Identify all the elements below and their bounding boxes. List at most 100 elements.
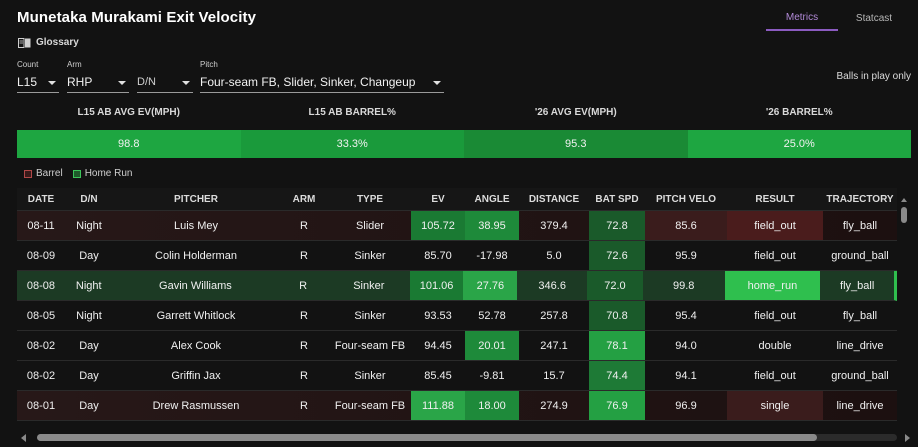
horizontal-scroll-thumb[interactable] <box>37 434 817 441</box>
chevron-down-icon <box>48 80 56 85</box>
cell-angle: 52.78 <box>478 309 506 322</box>
pitch-filter[interactable]: Pitch Four-seam FB, Slider, Sinker, Chan… <box>200 60 444 93</box>
dn-filter[interactable]: D/N <box>137 60 193 93</box>
scroll-left-icon[interactable] <box>21 434 26 442</box>
cell-distance: 274.9 <box>540 399 568 412</box>
cell-pitcher: Drew Rasmussen <box>152 399 240 412</box>
scroll-right-icon[interactable] <box>905 434 910 442</box>
cell-angle: 38.95 <box>465 211 519 240</box>
summary-headers: L15 AB AVG EV(MPH) L15 AB BARREL% '26 AV… <box>17 107 911 118</box>
dn-select[interactable]: D/N <box>137 71 193 93</box>
cell-distance: 346.6 <box>538 279 566 292</box>
count-select[interactable]: L15 <box>17 71 59 93</box>
cell-bat-speed: 72.6 <box>589 241 645 270</box>
arm-filter[interactable]: Arm RHP <box>67 60 129 93</box>
vertical-scroll-thumb[interactable] <box>901 207 907 223</box>
cell-distance: 247.1 <box>540 339 568 352</box>
column-header-dn[interactable]: D/N <box>80 193 98 205</box>
table-row[interactable]: 08-01 Day Drew Rasmussen R Four-seam FB 111.8… <box>17 391 897 421</box>
summary-values: 98.8 33.3% 95.3 25.0% <box>17 130 911 158</box>
summary-value: 25.0% <box>687 130 911 158</box>
count-filter-label: Count <box>17 60 39 69</box>
summary-value: 98.8 <box>17 130 241 158</box>
vertical-scrollbar[interactable] <box>900 207 908 428</box>
cell-date: 08-08 <box>26 279 55 292</box>
cell-trajectory: ground_ball <box>831 249 889 262</box>
cell-bat-speed: 72.0 <box>587 271 643 300</box>
cell-arm: R <box>300 369 308 382</box>
book-icon <box>18 37 31 48</box>
arm-select[interactable]: RHP <box>67 71 129 93</box>
cell-dn: Day <box>79 369 99 382</box>
cell-pitch-velo: 95.4 <box>675 309 697 322</box>
dn-value: D/N <box>137 75 156 88</box>
table-body: 08-11 Night Luis Mey R Slider 105.72 38.95 379.… <box>17 211 897 421</box>
cell-pitcher: Griffin Jax <box>171 369 221 382</box>
pitch-filter-label: Pitch <box>200 60 218 69</box>
pitch-select[interactable]: Four-seam FB, Slider, Sinker, Changeup <box>200 71 444 93</box>
cell-pitcher: Garrett Whitlock <box>156 309 236 322</box>
column-header-distance[interactable]: DISTANCE <box>528 193 580 205</box>
glossary-link[interactable]: Glossary <box>18 37 79 48</box>
cell-date: 08-09 <box>26 249 56 262</box>
at-bats-table: DATE D/N PITCHER ARM TYPE EV ANGLE DISTANCE BAT … <box>17 188 897 431</box>
column-header-type[interactable]: TYPE <box>356 193 384 205</box>
table-row[interactable]: 08-02 Day Griffin Jax R Sinker 85.45 -9.81 15.7… <box>17 361 897 391</box>
cell-result: field_out <box>754 249 796 262</box>
cell-bat-speed: 78.1 <box>589 331 645 360</box>
column-header-pitch-velo[interactable]: PITCH VELO <box>655 193 716 205</box>
cell-ev: 93.53 <box>424 309 452 322</box>
cell-arm: R <box>300 249 308 262</box>
cell-angle: 20.01 <box>465 331 519 360</box>
table-row[interactable]: 08-05 Night Garrett Whitlock R Sinker 93.53 52… <box>17 301 897 331</box>
cell-arm: R <box>300 309 308 322</box>
column-header-ev[interactable]: EV <box>431 193 445 205</box>
table-row[interactable]: 08-02 Day Alex Cook R Four-seam FB 94.45 20.01… <box>17 331 897 361</box>
cell-result: field_out <box>727 211 823 240</box>
cell-bat-speed: 72.8 <box>589 211 645 240</box>
summary-header: '26 AVG EV(MPH) <box>534 107 617 118</box>
tab-statcast[interactable]: Statcast <box>855 13 893 24</box>
legend-home-run-label: Home Run <box>84 168 133 179</box>
cell-arm: R <box>300 339 308 352</box>
cell-ev: 94.45 <box>424 339 452 352</box>
summary-header: L15 AB AVG EV(MPH) <box>77 107 180 118</box>
scroll-up-icon[interactable] <box>901 198 907 202</box>
cell-trajectory: fly_ball <box>842 219 878 232</box>
cell-pitch-velo: 85.6 <box>645 211 727 240</box>
horizontal-scrollbar[interactable] <box>17 431 917 443</box>
column-header-date[interactable]: DATE <box>27 193 55 205</box>
cell-distance: 257.8 <box>540 309 568 322</box>
cell-distance: 379.4 <box>540 219 568 232</box>
cell-dn: Night <box>76 219 102 232</box>
cell-dn: Day <box>79 249 99 262</box>
page-title: Munetaka Murakami Exit Velocity <box>17 9 257 26</box>
cell-trajectory: fly_ball <box>840 279 875 292</box>
cell-ev: 111.88 <box>411 391 465 420</box>
cell-distance: 15.7 <box>543 369 565 382</box>
column-header-result[interactable]: RESULT <box>755 193 795 205</box>
column-header-bat-speed[interactable]: BAT SPD <box>595 193 639 205</box>
cell-ev: 85.45 <box>424 369 452 382</box>
cell-arm: R <box>300 399 308 412</box>
column-header-trajectory[interactable]: TRAJECTORY <box>826 193 894 205</box>
summary-value: 95.3 <box>464 130 688 158</box>
column-header-arm[interactable]: ARM <box>292 193 316 205</box>
table-row[interactable]: 08-09 Day Colin Holderman R Sinker 85.70 -17.9… <box>17 241 897 271</box>
glossary-label: Glossary <box>36 37 79 48</box>
cell-angle: -17.98 <box>476 249 508 262</box>
tab-metrics[interactable]: Metrics <box>766 6 838 31</box>
column-header-pitcher[interactable]: PITCHER <box>174 193 218 205</box>
table-row[interactable]: 08-11 Night Luis Mey R Slider 105.72 38.95 379.… <box>17 211 897 241</box>
cell-type: Four-seam FB <box>334 399 406 412</box>
chevron-down-icon <box>182 80 190 85</box>
cell-ev: 105.72 <box>411 211 465 240</box>
count-filter[interactable]: Count L15 <box>17 60 59 93</box>
column-header-angle[interactable]: ANGLE <box>474 193 510 205</box>
cell-dn: Night <box>76 309 102 322</box>
cell-arm: R <box>299 279 308 292</box>
table-row[interactable]: 08-08 Night Gavin Williams R Sinker 101.06 27.… <box>17 271 897 301</box>
cell-angle: 27.76 <box>463 271 518 300</box>
cell-result: home_run <box>724 271 821 300</box>
cell-angle: 18.00 <box>465 391 519 420</box>
